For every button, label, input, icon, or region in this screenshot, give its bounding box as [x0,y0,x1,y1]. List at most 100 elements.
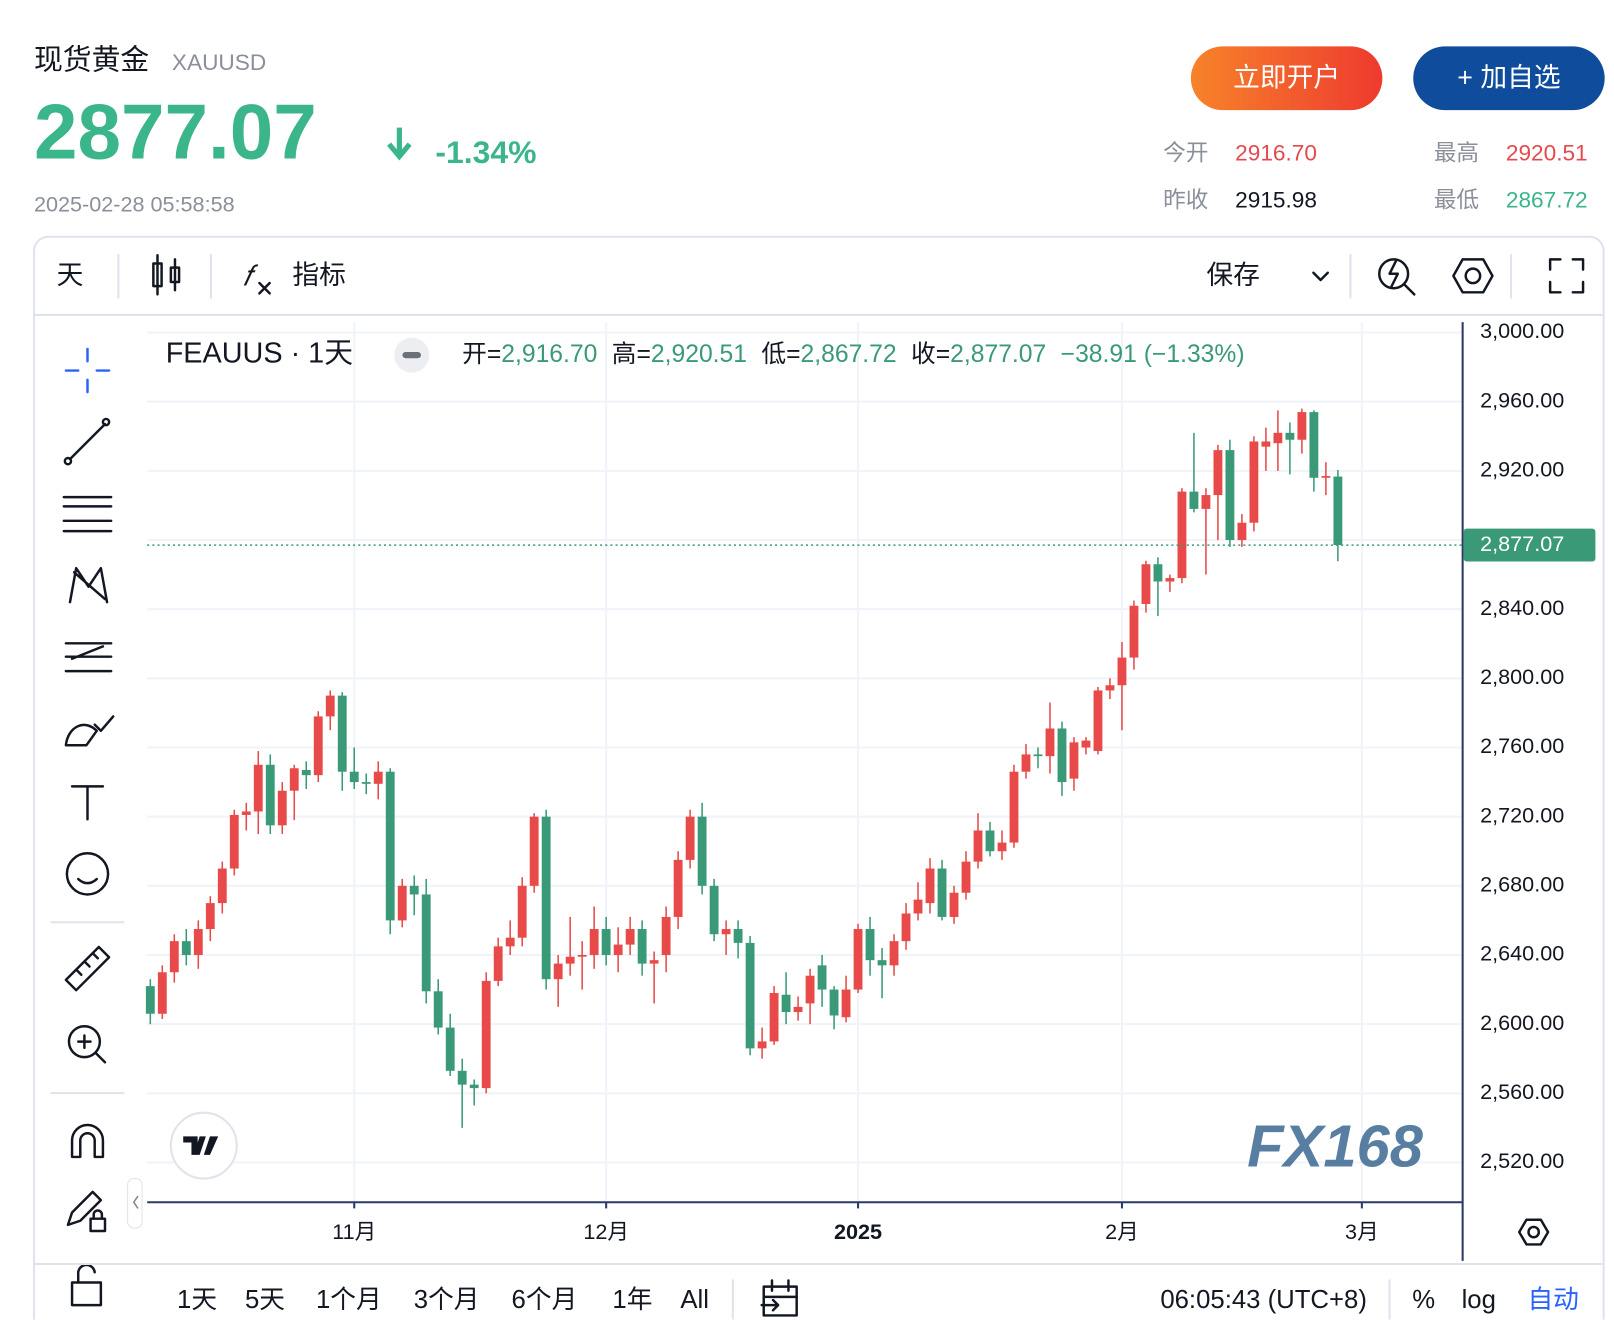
candle-body [781,994,791,1013]
legend-label: 收= [911,340,950,368]
candle [253,750,263,834]
candle-body [241,811,251,815]
watchlist-button[interactable] [1413,46,1605,111]
range-button[interactable]: 6个月 [512,1286,578,1314]
trendline-tool[interactable] [68,422,107,461]
candle-body [1333,476,1343,546]
candle-body [169,941,179,973]
tv-logo-mark [183,1136,219,1155]
goto-date-icon[interactable] [760,1279,798,1317]
open-account-button[interactable] [1190,46,1383,111]
candle-body [157,972,167,1014]
range-button[interactable]: 1天 [177,1286,217,1314]
candle [1285,422,1295,475]
candle [673,851,683,930]
settings-icon[interactable] [1452,258,1494,294]
candle-body [697,816,707,886]
range-button[interactable]: 3个月 [414,1286,480,1314]
candle [1273,410,1283,471]
range-button[interactable]: 1个月 [316,1286,382,1314]
time-axis-settings[interactable] [1518,1218,1550,1246]
candle [1057,721,1067,796]
candle-body [1249,441,1259,523]
candle [169,934,179,983]
x-tick-label: 12月 [583,1219,629,1244]
candle-body [505,937,515,947]
candle-body [433,991,443,1028]
interval-button[interactable]: 天 [57,260,84,290]
save-button[interactable]: 保存 [1206,260,1260,290]
candle [829,986,839,1030]
candle [685,809,695,869]
save-chevron[interactable] [1312,271,1330,282]
candle-body [961,861,971,893]
candle [757,1027,767,1059]
indicators-button[interactable]: 指标 [292,260,346,290]
y-tick-label: 2,960.00 [1480,387,1564,412]
candle [721,920,731,955]
zoom-tool[interactable] [67,1024,102,1059]
scale-option[interactable]: % [1412,1286,1435,1314]
crosshair-tool[interactable] [64,347,111,394]
candle-body [265,764,275,826]
button-label[interactable]: + 加自选 [1457,62,1560,92]
candle-body [769,993,779,1042]
x-tick-label: 11月 [332,1219,376,1244]
tv-logo[interactable] [169,1111,238,1180]
price-change: -1.34% [435,134,536,170]
fib-tool[interactable] [62,495,113,533]
candle-type-icon[interactable] [152,254,181,296]
candle-body [613,944,623,955]
candle-body [145,986,155,1014]
fullscreen-icon[interactable] [1548,258,1585,294]
range-button[interactable]: 5天 [245,1286,285,1314]
brush-tool[interactable] [64,715,115,747]
candle-body [733,929,743,943]
candle [529,813,539,893]
collapse-arrow [132,1195,139,1209]
candle [661,906,671,973]
projection-tool[interactable] [64,642,113,673]
scale-option[interactable]: log [1462,1286,1496,1314]
candle [397,878,407,928]
magnet-tool[interactable] [70,1123,105,1159]
candle-body [1117,657,1127,686]
fx-icon-x [258,281,271,295]
candle [1189,432,1199,513]
candle-body [1237,522,1247,541]
range-button[interactable]: All [680,1286,709,1314]
unlock-tool[interactable] [70,1281,103,1307]
asset-symbol: XAUUSD [172,50,266,75]
stat-label: 昨收 [1163,188,1208,213]
candle-body [1141,564,1151,604]
pattern-tool[interactable] [68,566,109,604]
candle [805,968,815,1025]
candle-body [217,868,227,904]
button-label[interactable]: 立即开户 [1233,62,1340,92]
candle-body [493,946,503,981]
emoji-tool[interactable] [65,852,110,896]
range-button[interactable]: 1年 [612,1285,652,1314]
candle-body [1189,491,1199,509]
last-price-box [1463,528,1596,562]
candle-body [1261,441,1271,447]
candle [145,979,155,1025]
stat-label: 最高 [1434,140,1479,165]
legend-label: 低= [761,340,800,368]
stat-value: 2920.51 [1506,140,1588,165]
candle-body [517,885,527,938]
ruler-tool[interactable] [64,945,111,992]
candle [517,877,527,947]
scale-option[interactable]: 自动 [1527,1285,1578,1314]
quick-search-icon[interactable] [1378,258,1416,296]
candle [433,979,443,1035]
candle-body [1153,564,1163,582]
candle-body [913,899,923,914]
legend-change: −38.91 (−1.33%) [1061,341,1245,368]
candle-body [949,892,959,917]
lock-draw-tool[interactable] [66,1190,103,1227]
text-tool[interactable] [70,785,105,821]
candle-body [193,929,203,955]
y-tick-label: 2,760.00 [1480,733,1564,758]
candle [913,882,923,921]
